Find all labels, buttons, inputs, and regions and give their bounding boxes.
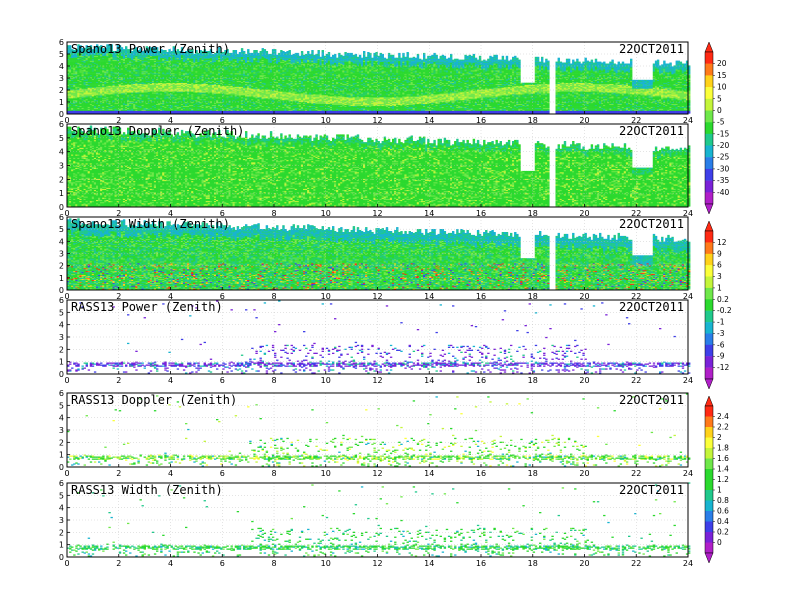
- figure: 0 2 4 6 8 10 12 14 16 18 20 22 240123456 Spano13 Powe…: [0, 0, 792, 612]
